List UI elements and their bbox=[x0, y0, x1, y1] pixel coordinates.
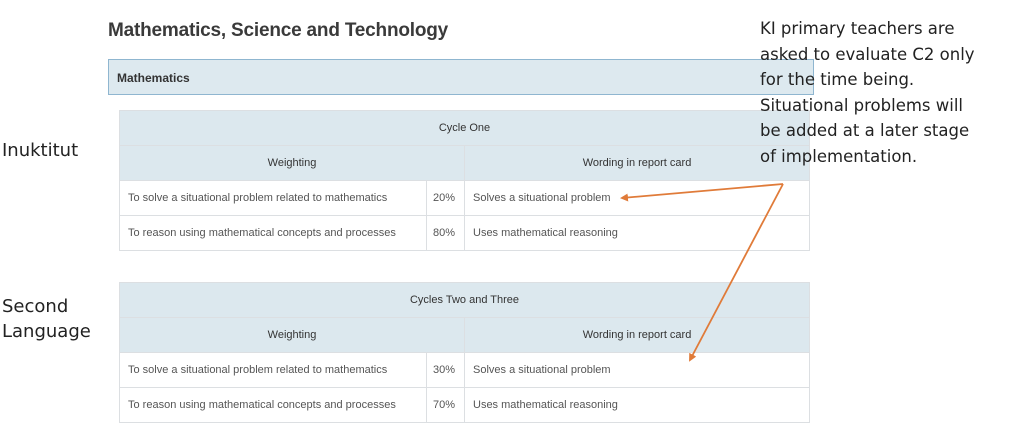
note-line: KI primary teachers are bbox=[760, 19, 955, 38]
section-title: Mathematics, Science and Technology bbox=[108, 20, 449, 41]
competency-cell: To reason using mathematical concepts an… bbox=[119, 387, 427, 423]
note-line: asked to evaluate C2 only bbox=[760, 44, 975, 64]
note-line: of implementation. bbox=[760, 146, 918, 166]
second-language-line2: Language bbox=[2, 321, 91, 342]
table-row: To reason using mathematical concepts an… bbox=[119, 215, 810, 251]
second-language-label: Second Language bbox=[2, 294, 91, 344]
table-row: To reason using mathematical concepts an… bbox=[119, 387, 811, 423]
weight-cell: 70% bbox=[426, 387, 465, 423]
table-row: To solve a situational problem related t… bbox=[119, 180, 810, 216]
cycle-header: Cycles Two and Three bbox=[118, 282, 811, 318]
weight-cell: 80% bbox=[426, 215, 465, 251]
note-line: Situational problems will bbox=[760, 95, 964, 115]
subject-header-mathematics[interactable]: Mathematics bbox=[108, 59, 814, 95]
annotation-note: KI primary teachers are asked to evaluat… bbox=[760, 16, 1022, 169]
arrow-to-cycle-one bbox=[620, 183, 784, 202]
arrow-to-cycles-two-three bbox=[689, 183, 784, 362]
second-language-line1: Second bbox=[2, 296, 69, 317]
weight-cell: 30% bbox=[426, 352, 465, 388]
note-line: be added at a later stage bbox=[760, 121, 970, 140]
weighting-header: Weighting bbox=[119, 145, 465, 181]
weighting-header: Weighting bbox=[119, 317, 465, 353]
wording-cell: Uses mathematical reasoning bbox=[464, 215, 810, 251]
cycle-header: Cycle One bbox=[119, 110, 810, 146]
wording-header: Wording in report card bbox=[463, 317, 811, 353]
inuktitut-label: Inuktitut bbox=[2, 140, 79, 161]
competency-cell: To reason using mathematical concepts an… bbox=[119, 215, 427, 251]
note-line: for the time being. bbox=[760, 70, 915, 89]
wording-cell: Uses mathematical reasoning bbox=[463, 387, 811, 423]
wording-header: Wording in report card bbox=[464, 145, 810, 181]
cycles-two-three-table: Cycles Two and Three Weighting Wording i… bbox=[118, 282, 811, 423]
wording-cell: Solves a situational problem bbox=[463, 352, 811, 388]
weight-cell: 20% bbox=[426, 180, 465, 216]
competency-cell: To solve a situational problem related t… bbox=[119, 180, 427, 216]
cycle-one-table: Cycle One Weighting Wording in report ca… bbox=[119, 110, 810, 251]
